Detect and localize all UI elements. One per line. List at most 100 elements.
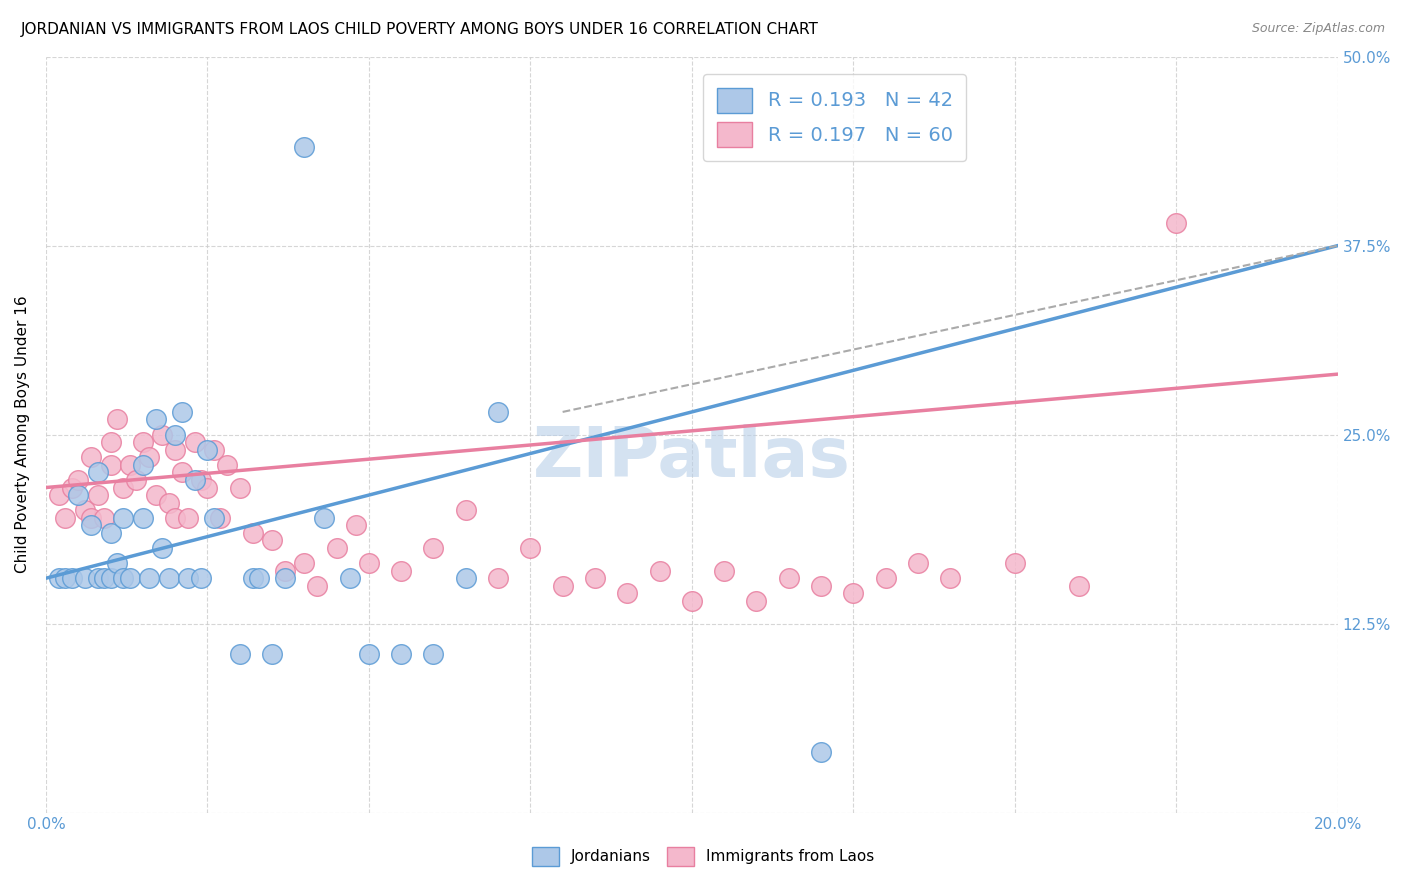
Point (165, 442, 187, 457)
Point (183, 435, 205, 450)
Point (150, 541, 173, 555)
Point (132, 458, 155, 472)
Point (1166, 216, 1188, 230)
Point (112, 571, 135, 585)
Point (389, 647, 412, 661)
Point (86, 466, 108, 480)
Point (138, 571, 160, 585)
Point (138, 450, 160, 465)
Point (551, 579, 574, 593)
Point (357, 556, 380, 570)
Point (422, 647, 444, 661)
Point (132, 510, 155, 524)
Point (810, 745, 832, 759)
Point (100, 458, 122, 472)
Point (1004, 556, 1026, 570)
Point (454, 571, 477, 585)
Point (67, 488, 90, 502)
Point (48, 488, 70, 502)
Point (165, 510, 187, 524)
Point (357, 647, 380, 661)
Point (260, 647, 283, 661)
Point (190, 571, 212, 585)
Point (197, 481, 219, 495)
Point (125, 473, 148, 487)
Point (583, 571, 606, 585)
Point (519, 541, 541, 555)
Point (170, 466, 193, 480)
Point (939, 571, 962, 585)
Point (292, 556, 315, 570)
Point (48, 571, 70, 585)
Point (648, 564, 671, 578)
Point (60, 571, 83, 585)
Point (292, 140, 315, 154)
Point (60, 481, 83, 495)
Point (86, 571, 108, 585)
Point (274, 571, 297, 585)
Point (486, 405, 509, 419)
Y-axis label: Child Poverty Among Boys Under 16: Child Poverty Among Boys Under 16 (15, 296, 30, 574)
Point (339, 571, 361, 585)
Point (616, 586, 638, 600)
Point (422, 541, 444, 555)
Point (100, 435, 122, 450)
Point (118, 458, 141, 472)
Point (202, 510, 225, 524)
Point (53, 510, 76, 524)
Point (157, 571, 180, 585)
Point (53, 571, 76, 585)
Point (242, 571, 264, 585)
Point (93, 510, 115, 524)
Point (132, 435, 155, 450)
Point (80, 518, 103, 533)
Point (105, 556, 128, 570)
Point (170, 405, 193, 419)
Point (215, 458, 238, 472)
Point (165, 427, 187, 442)
Point (242, 525, 264, 540)
Point (842, 586, 865, 600)
Point (118, 571, 141, 585)
Legend: Jordanians, Immigrants from Laos: Jordanians, Immigrants from Laos (523, 838, 883, 875)
Point (209, 510, 232, 524)
Point (875, 571, 897, 585)
Point (100, 525, 122, 540)
Text: Source: ZipAtlas.com: Source: ZipAtlas.com (1251, 22, 1385, 36)
Point (681, 594, 703, 608)
Legend: R = 0.193   N = 42, R = 0.197   N = 60: R = 0.193 N = 42, R = 0.197 N = 60 (703, 74, 966, 161)
Point (190, 473, 212, 487)
Point (112, 481, 135, 495)
Point (325, 541, 347, 555)
Point (260, 533, 283, 548)
Point (93, 571, 115, 585)
Point (112, 510, 135, 524)
Point (80, 450, 103, 465)
Point (778, 571, 800, 585)
Text: ZIPatlas: ZIPatlas (533, 424, 851, 491)
Point (312, 510, 335, 524)
Point (247, 571, 270, 585)
Text: JORDANIAN VS IMMIGRANTS FROM LAOS CHILD POVERTY AMONG BOYS UNDER 16 CORRELATION : JORDANIAN VS IMMIGRANTS FROM LAOS CHILD … (21, 22, 818, 37)
Point (183, 473, 205, 487)
Point (157, 495, 180, 509)
Point (105, 412, 128, 426)
Point (713, 564, 735, 578)
Point (86, 488, 108, 502)
Point (202, 442, 225, 457)
Point (745, 594, 768, 608)
Point (177, 510, 200, 524)
Point (67, 473, 90, 487)
Point (907, 556, 929, 570)
Point (228, 647, 250, 661)
Point (307, 579, 329, 593)
Point (389, 564, 412, 578)
Point (145, 412, 167, 426)
Point (80, 510, 103, 524)
Point (73, 571, 96, 585)
Point (100, 571, 122, 585)
Point (274, 564, 297, 578)
Point (810, 579, 832, 593)
Point (177, 571, 200, 585)
Point (1069, 579, 1091, 593)
